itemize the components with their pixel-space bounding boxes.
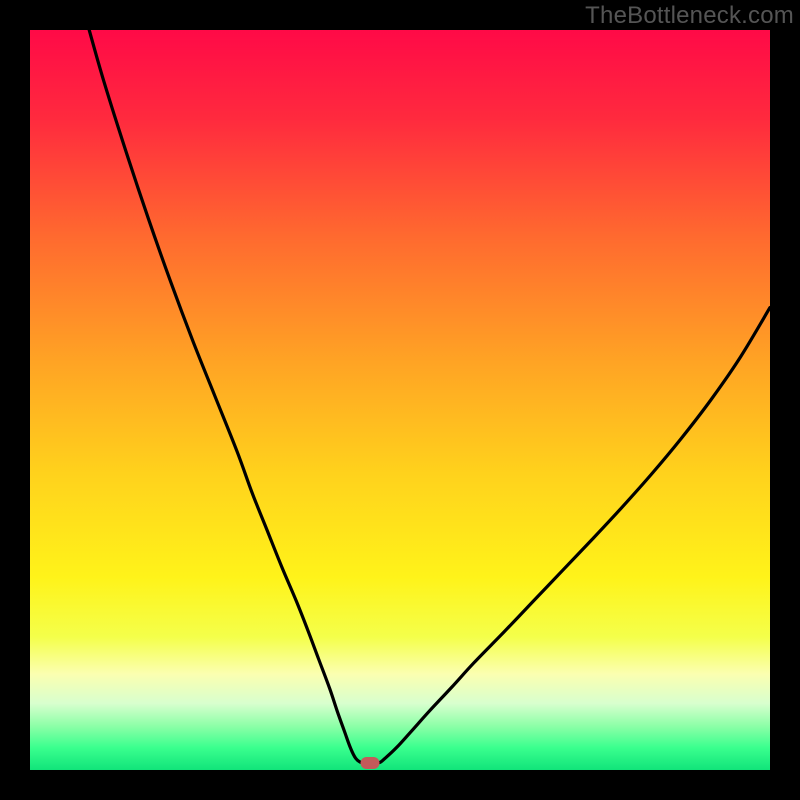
chart-frame: TheBottleneck.com — [0, 0, 800, 800]
bottleneck-curve — [89, 30, 770, 763]
bottleneck-curve-svg — [30, 30, 770, 770]
watermark-text: TheBottleneck.com — [585, 2, 794, 30]
plot-area — [30, 30, 770, 770]
optimal-point-marker — [361, 757, 380, 769]
